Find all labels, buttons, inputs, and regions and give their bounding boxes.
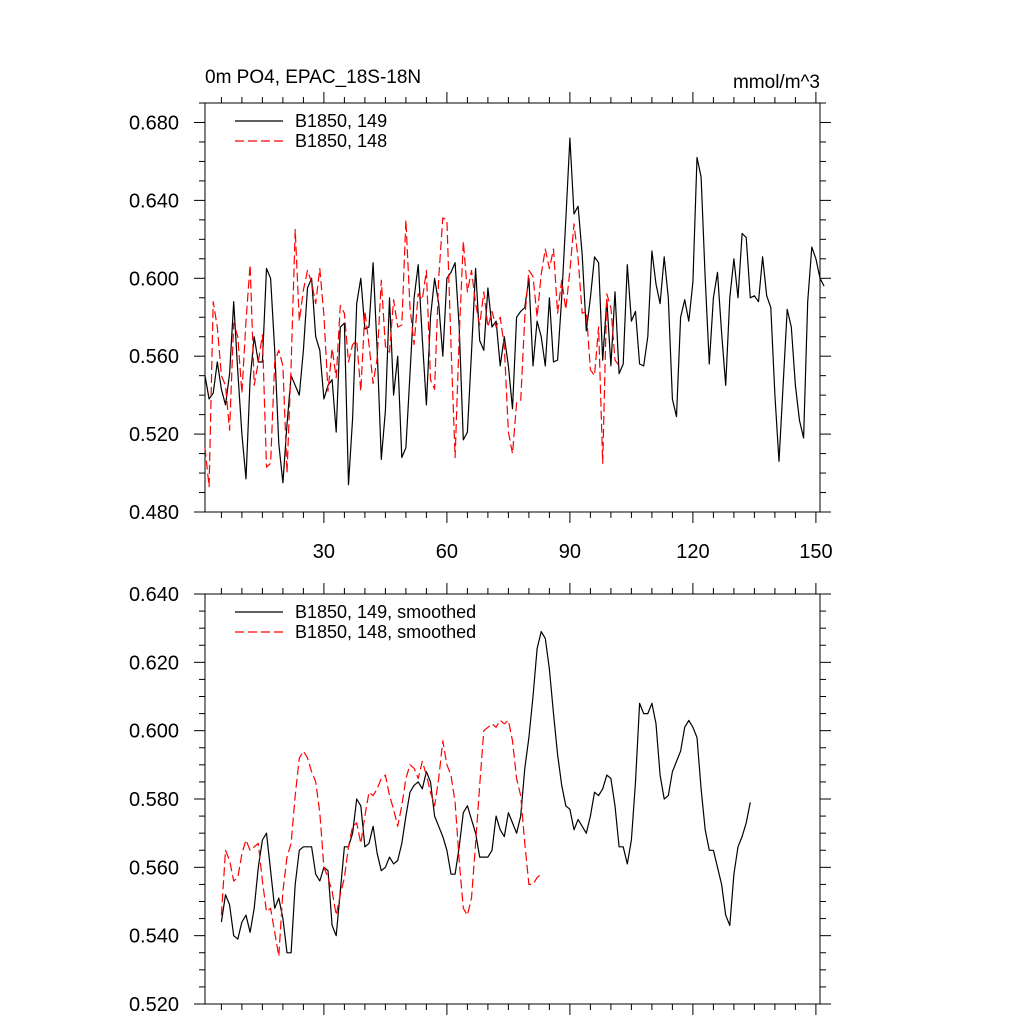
- x-tick-label: 90: [559, 541, 581, 563]
- plot-top: 30 60 90 120 150 0.480 0.520 0.560 0.600 0.640 0.6…: [129, 67, 833, 563]
- y-tick-label: 0.640: [129, 584, 179, 606]
- y-tick-label: 0.640: [129, 190, 179, 212]
- y-tick-label: 0.540: [129, 926, 179, 948]
- y-tick-label: 0.560: [129, 857, 179, 879]
- legend-label: B1850, 149, smoothed: [295, 602, 476, 622]
- plot-frame: [204, 102, 821, 513]
- legend-label: B1850, 148: [295, 131, 387, 151]
- legend-label: B1850, 149: [295, 111, 387, 131]
- series-line-red: [204, 217, 620, 488]
- y-tick-label: 0.480: [129, 502, 179, 524]
- y-tick-label: 0.560: [129, 346, 179, 368]
- series-line-black: [220, 630, 751, 954]
- y-tick-label: 0.520: [129, 424, 179, 446]
- y-tick-label: 0.680: [129, 112, 179, 134]
- y-tick-label: 0.600: [129, 268, 179, 290]
- y-tick-label: 0.580: [129, 789, 179, 811]
- x-tick-label: 30: [313, 541, 335, 563]
- chart-title: 0m PO4, EPAC_18S-18N: [205, 67, 421, 88]
- x-tick-label: 150: [799, 541, 832, 563]
- legend-label: B1850, 148, smoothed: [295, 622, 476, 642]
- y-tick-label: 0.520: [129, 994, 179, 1016]
- plot-frame: [204, 593, 821, 1005]
- x-tick-label: 60: [436, 541, 458, 563]
- series-line-red: [220, 719, 542, 957]
- y-tick-label: 0.600: [129, 721, 179, 743]
- y-tick-label: 0.620: [129, 652, 179, 674]
- plot-bottom: 0.520 0.540 0.560 0.580 0.600 0.620 0.640 B1850…: [129, 583, 831, 1016]
- x-tick-label: 120: [676, 541, 709, 563]
- units-label: mmol/m^3: [733, 72, 820, 93]
- series-line-black: [204, 137, 825, 486]
